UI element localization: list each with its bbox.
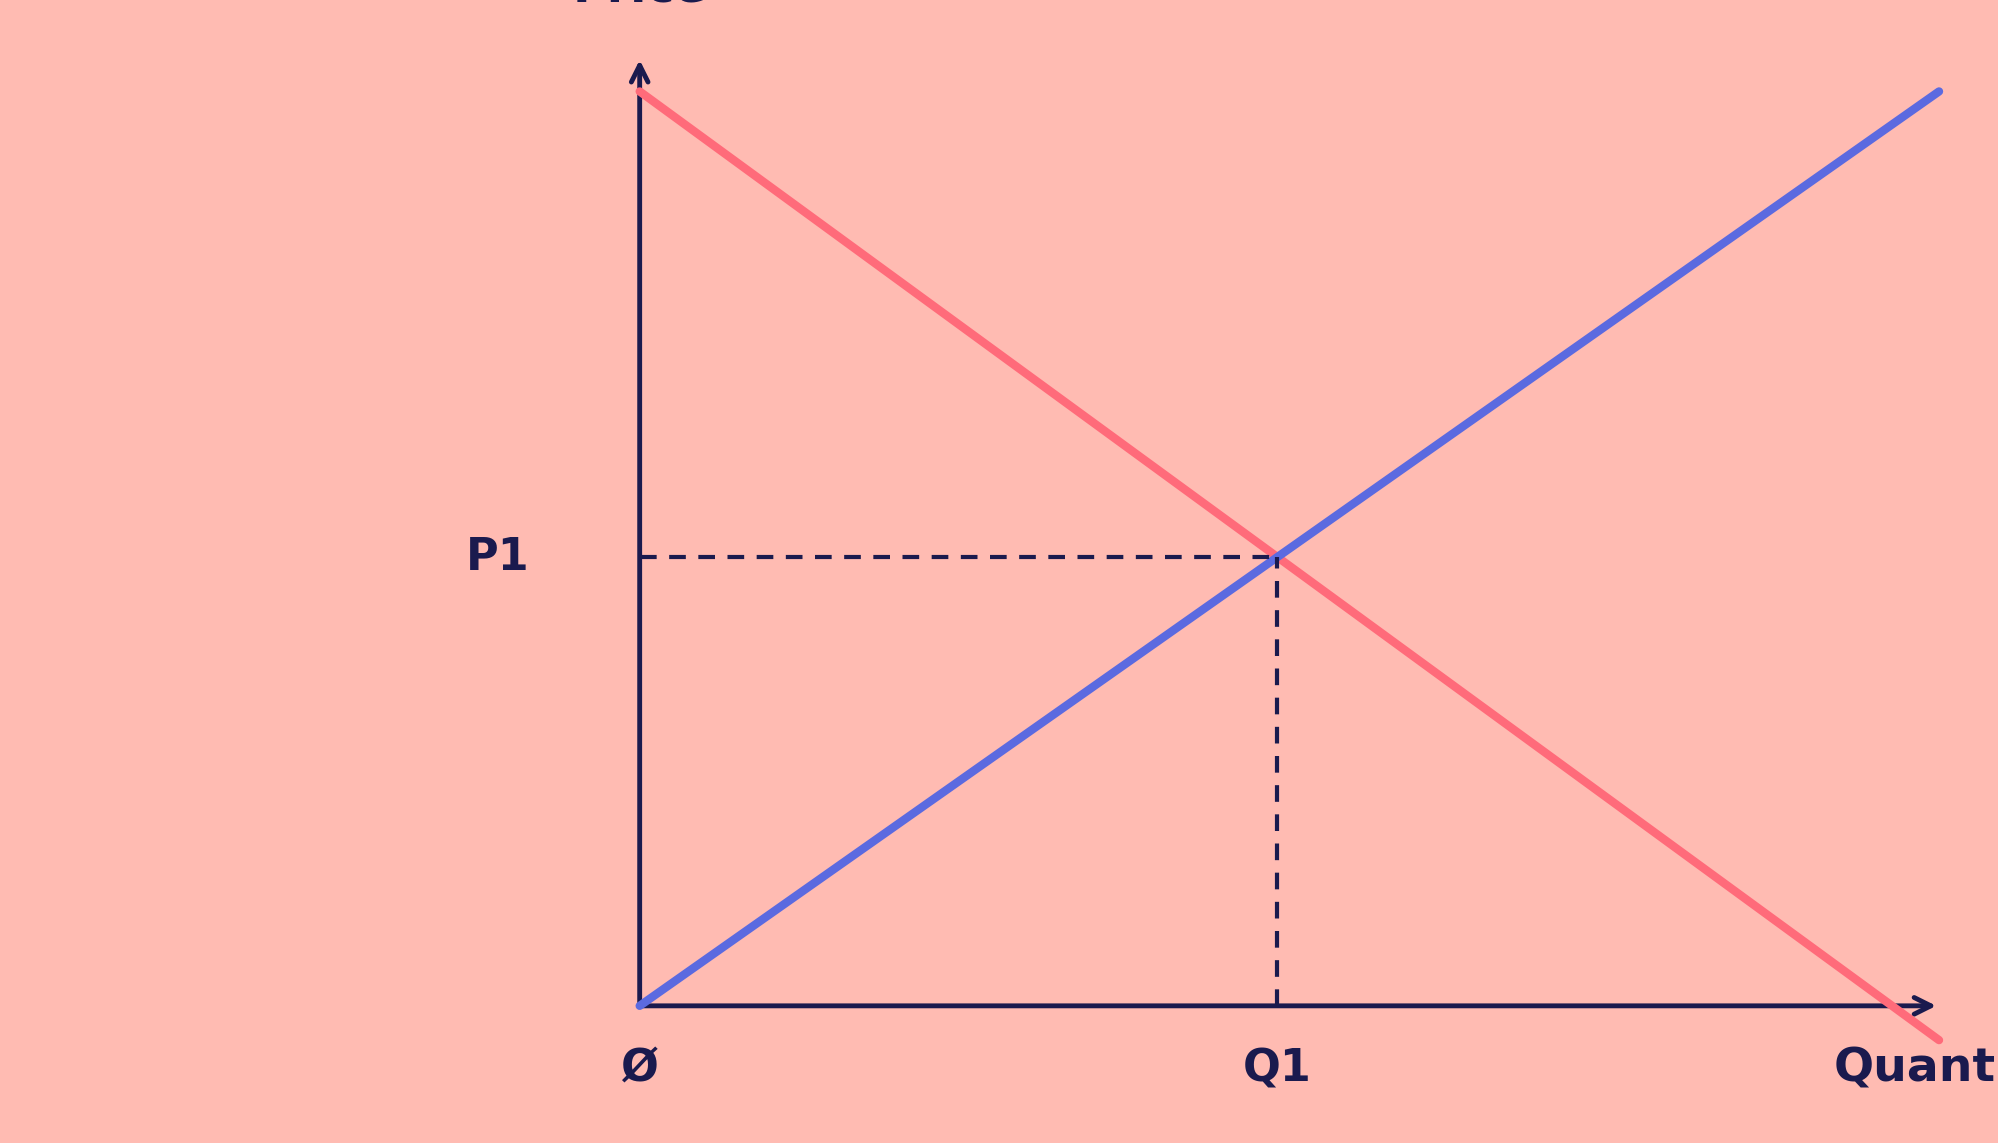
Text: Ø: Ø [621,1047,657,1090]
Text: Price: Price [571,0,707,11]
Text: Quantity: Quantity [1832,1046,1998,1092]
Text: Q1: Q1 [1243,1047,1311,1090]
Text: P1: P1 [466,536,529,578]
